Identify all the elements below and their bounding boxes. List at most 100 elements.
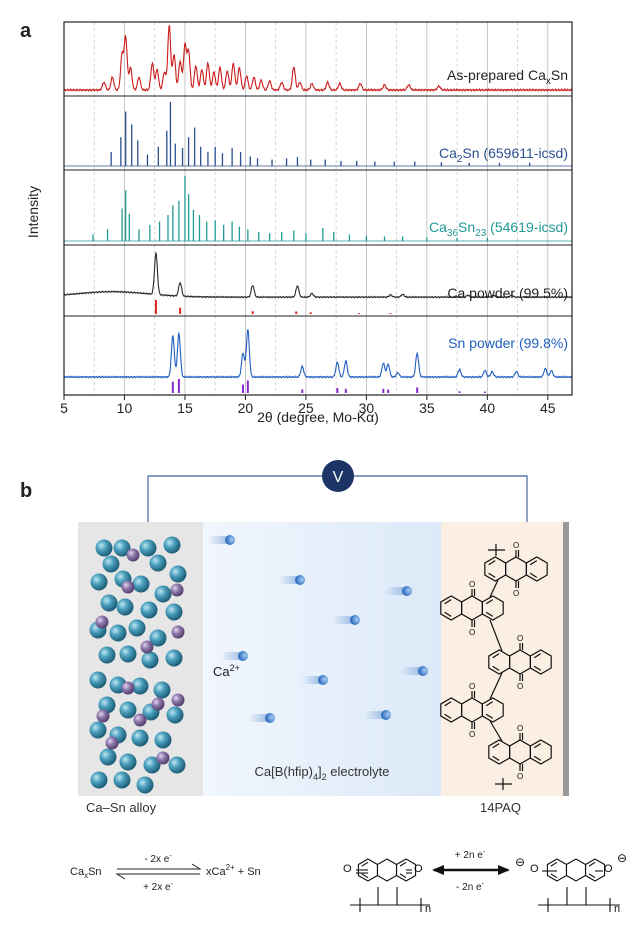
enolate-oxygen-left: O (530, 863, 539, 875)
paq-oxygen: O (469, 580, 475, 589)
ca-atom (98, 696, 116, 714)
ca-atom (89, 721, 107, 739)
ca-ion (248, 713, 275, 723)
sn-atom (95, 615, 109, 629)
pattern-line (63, 24, 573, 93)
sn-atom (121, 681, 135, 695)
svg-text:xCa2+ + Sn: xCa2+ + Sn (206, 863, 261, 878)
ca-atom (90, 573, 108, 591)
reduced-anthraquinone-unit (538, 858, 620, 912)
cathode-label: 14PAQ (480, 800, 521, 815)
current-collector (563, 522, 569, 796)
svg-text:+ 2n e-: + 2n e- (455, 849, 486, 861)
electrolyte-label: Ca[B(hfip)4]2 electrolyte (254, 764, 389, 782)
ca-atom (89, 671, 107, 689)
ca-atom (113, 771, 131, 789)
ca-atom (132, 575, 150, 593)
calcium-ions (208, 535, 428, 723)
ion-label: Ca2+ (213, 663, 240, 679)
ca-atom (109, 624, 127, 642)
alloy-reaction: CaxSn - 2x e- + 2x e- xCa2+ + Sn (70, 853, 261, 893)
voltmeter: V (322, 460, 354, 492)
x-tick-label: 30 (359, 400, 375, 416)
series-label: Ca36Sn23 (54619-icsd) (429, 219, 568, 239)
sn-atom (171, 625, 185, 639)
ca-atom (143, 756, 161, 774)
paq-oxygen: O (517, 634, 523, 643)
ca-atom (131, 729, 149, 747)
anthraquinone-unit (350, 858, 430, 912)
sn-atom (121, 580, 135, 594)
x-tick-label: 45 (540, 400, 556, 416)
xrd-series-2: Ca36Sn23 (54619-icsd) (64, 169, 572, 242)
circuit-wire (147, 475, 528, 522)
ca-atom (119, 645, 137, 663)
ca-atom (95, 539, 113, 557)
ca-atom (168, 756, 186, 774)
xrd-chart: As-prepared CaxSn Ca2Sn (659611-icsd) Ca36… (25, 21, 573, 425)
ca-atom (163, 536, 181, 554)
ca-atom (149, 554, 167, 572)
anion-sign-left: ⊖ (515, 855, 525, 869)
panel-b-letter: b (20, 480, 33, 502)
ca-ion (333, 615, 360, 625)
sn-atom (156, 751, 170, 765)
reaction-equations: CaxSn - 2x e- + 2x e- xCa2+ + Sn + 2n e-… (70, 849, 627, 915)
ca-ion (385, 586, 412, 596)
panel-a-letter: a (20, 20, 32, 42)
carbonyl-oxygen-left: O (343, 863, 352, 875)
ca-atom (169, 565, 187, 583)
paq-oxygen: O (513, 541, 519, 550)
paq-oxygen: O (469, 730, 475, 739)
ca-atom (102, 555, 120, 573)
ca-atom (128, 619, 146, 637)
battery-schematic: V Ca2+ Ca[B(hfip)4]2 electrolyte O O O O O O O… (78, 460, 569, 796)
cathode-region (441, 522, 565, 796)
n-subscript-right: n (614, 903, 620, 915)
sn-atom (170, 583, 184, 597)
paq-oxygen: O (517, 724, 523, 733)
sn-atom (133, 713, 147, 727)
ca-atom (166, 706, 184, 724)
x-tick-label: 35 (419, 400, 435, 416)
sn-atom (126, 548, 140, 562)
ca-atom (153, 681, 171, 699)
plot-frame (63, 21, 573, 396)
ca-atom (165, 603, 183, 621)
n-subscript-left: n (425, 903, 431, 915)
ca-atom (140, 601, 158, 619)
14paq-polymer-structure: O O O O O O O O O O (440, 541, 552, 790)
ca-ion (278, 575, 305, 585)
x-axis-label: 2θ (degree, Mo-Kα) (257, 409, 379, 425)
xrd-series-4: Sn powder (99.8%) (63, 315, 573, 393)
anode-label: Ca–Sn alloy (86, 800, 157, 815)
ca-atom (119, 701, 137, 719)
x-tick-label: 20 (238, 400, 254, 416)
ca-atom (154, 731, 172, 749)
anode-region (78, 522, 203, 796)
ca-ion (208, 535, 235, 545)
ca-atom (139, 539, 157, 557)
series-label: Sn powder (99.8%) (448, 335, 568, 351)
svg-text:+ 2x e-: + 2x e- (143, 881, 174, 893)
ca-atom (149, 629, 167, 647)
sn-atom (96, 709, 110, 723)
paq-oxygen: O (469, 628, 475, 637)
ca-atom (98, 646, 116, 664)
ca-atom (116, 598, 134, 616)
ca-atom (113, 539, 131, 557)
svg-text:CaxSn: CaxSn (70, 866, 102, 880)
enolate-oxygen-right: O (604, 863, 613, 875)
sn-atom (171, 693, 185, 707)
paq-oxygen: O (517, 772, 523, 781)
pattern-line (63, 252, 573, 299)
svg-text:- 2n e-: - 2n e- (456, 881, 485, 893)
alloy-atoms (89, 536, 187, 794)
ca-ion (401, 666, 428, 676)
x-tick-label: 25 (298, 400, 314, 416)
ca-atom (131, 677, 149, 695)
x-tick-label: 5 (60, 400, 68, 416)
quinone-reaction: + 2n e- - 2n e- O O n ⊖ O O ⊖ n (343, 849, 627, 915)
ca-atom (154, 585, 172, 603)
sn-atom (151, 697, 165, 711)
